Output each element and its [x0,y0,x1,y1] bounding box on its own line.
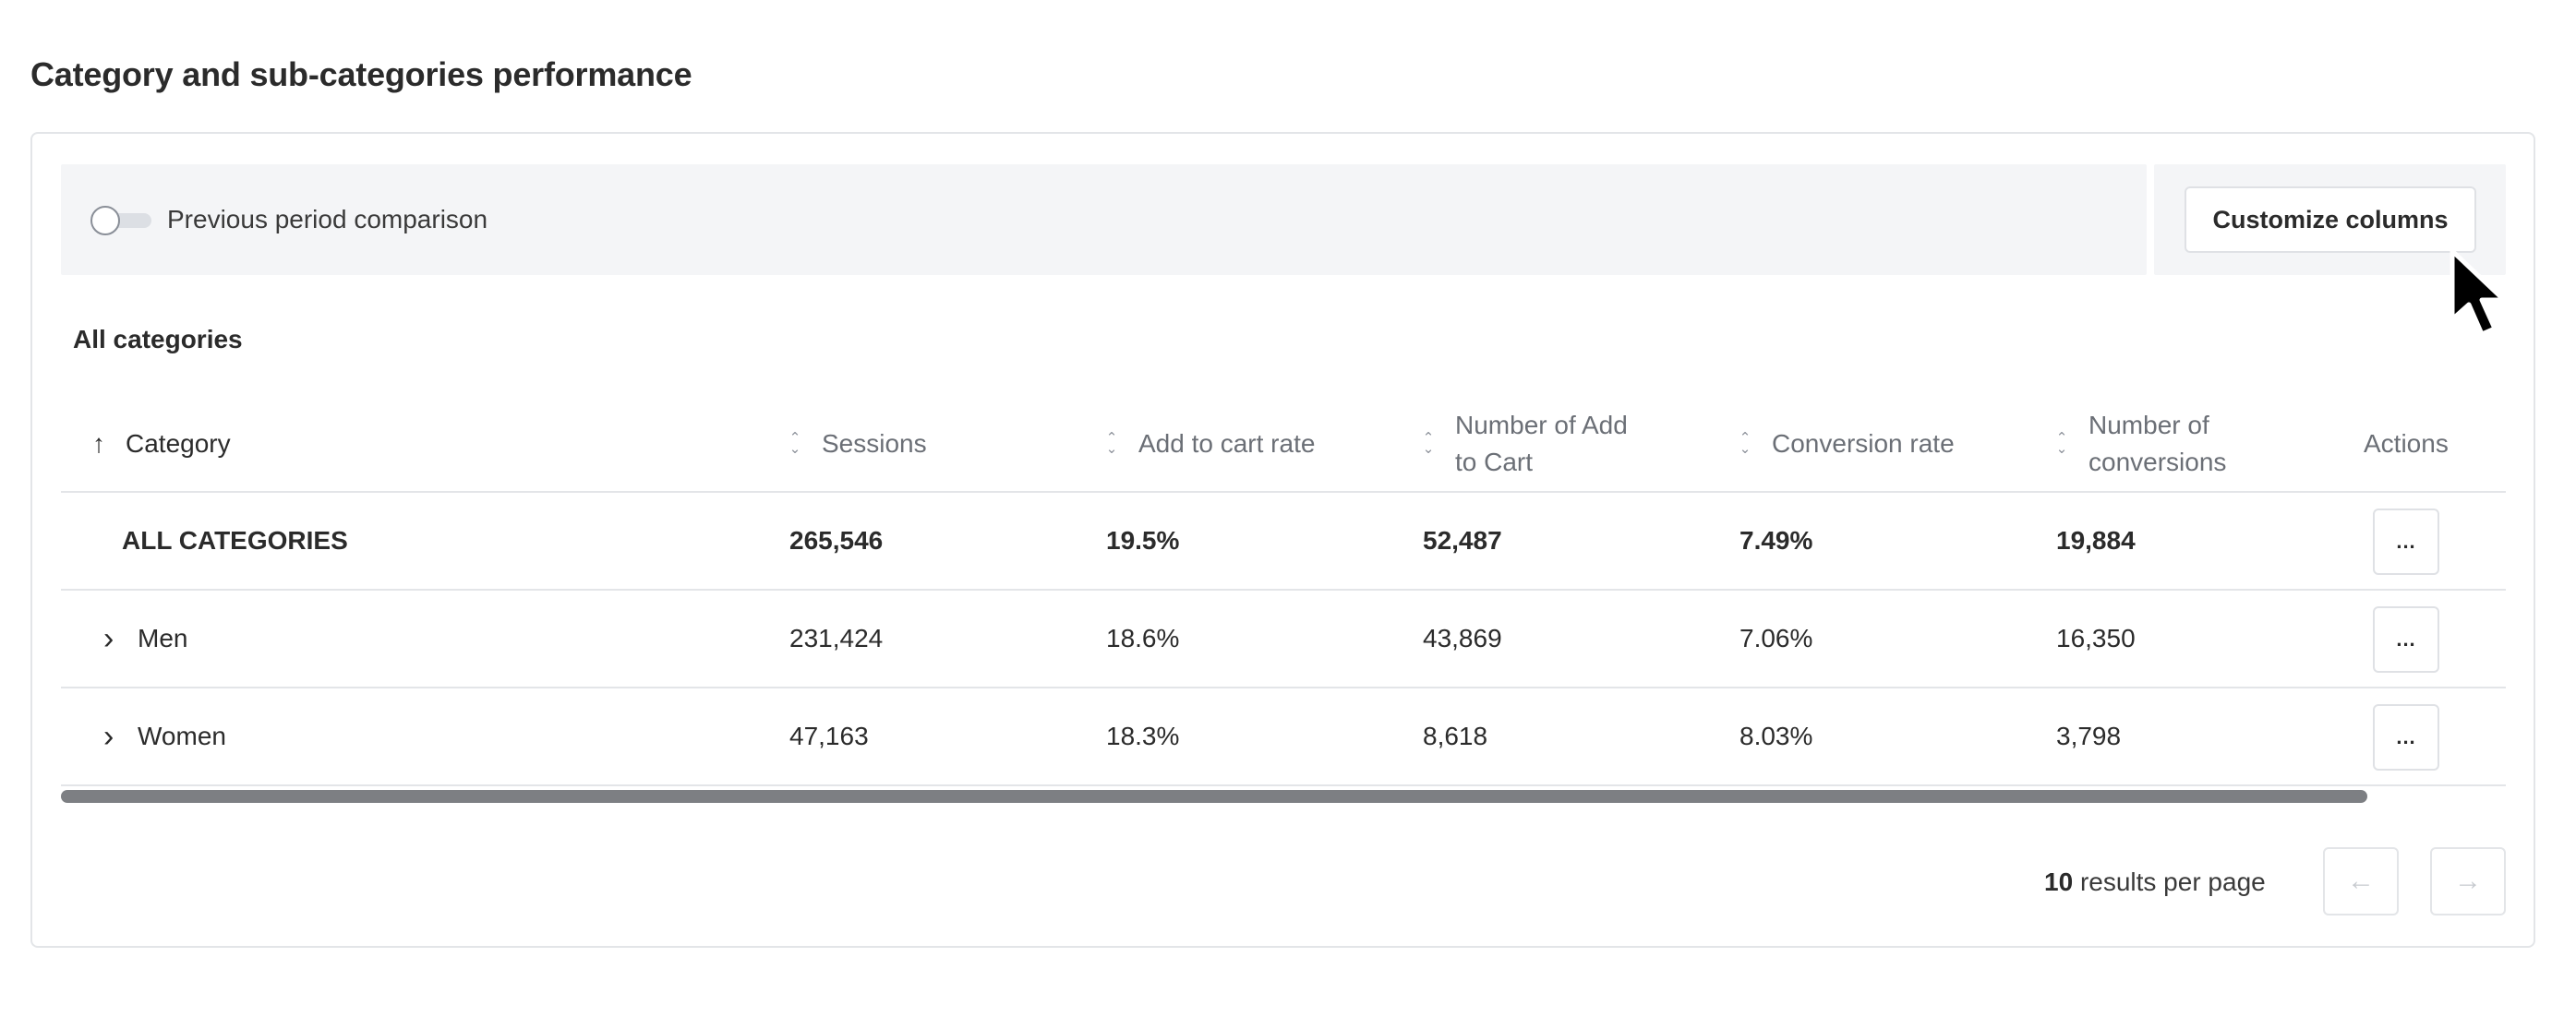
cell-category: Men [138,624,188,652]
column-header-label: Add to cart rate [1138,429,1316,458]
cell-conversions: 16,350 [2056,624,2136,652]
comparison-toggle[interactable] [90,206,151,235]
column-header-label: Category [126,429,231,458]
column-header-line: Number of Add [1455,411,1628,439]
column-header-add-to-cart-rate[interactable]: ⌃ ⌄ Add to cart rate [1103,395,1316,493]
category-table: ↑ Category ⌃ ⌄ Sessions ⌃ ⌄ Add to cart ra… [61,395,2506,807]
results-per-page-label: results per page [2079,867,2266,896]
comparison-toggle-label: Previous period comparison [167,205,488,233]
sort-icon: ⌃ ⌄ [2055,430,2068,457]
customize-columns-button[interactable]: Customize columns [2185,186,2476,253]
cell-sessions: 231,424 [789,624,884,652]
cell-category: ALL CATEGORIES [122,526,348,555]
results-per-page-value: 10 [2044,867,2074,896]
table-row: › Women 47,163 18.3% 8,618 8.03% 3,798 .… [61,688,2506,786]
cell-conversions: 3,798 [2056,722,2122,750]
toggle-knob [90,206,120,235]
cell-add-to-cart-rate: 18.6% [1106,624,1180,652]
column-header-label: Actions [2364,429,2449,458]
page-title: Category and sub-categories performance [30,55,692,93]
row-actions-button[interactable]: ... [2373,704,2439,771]
arrow-up-icon: ↑ [92,429,105,458]
column-header-add-to-cart[interactable]: ⌃ ⌄ Number of Add to Cart [1420,395,1628,493]
column-header-label: Conversion rate [1772,429,1955,458]
column-header-actions: Actions [2364,395,2449,493]
cell-add-to-cart: 8,618 [1423,722,1488,750]
sort-icon: ⌃ ⌄ [1422,430,1435,457]
row-actions-button[interactable]: ... [2373,606,2439,673]
column-header-conversions[interactable]: ⌃ ⌄ Number of conversions [2053,395,2227,493]
column-header-conversion-rate[interactable]: ⌃ ⌄ Conversion rate [1737,395,1955,493]
table-row: › Men 231,424 18.6% 43,869 7.06% 16,350 … [61,591,2506,688]
column-header-category[interactable]: ↑ Category [90,395,231,493]
cell-conversion-rate: 7.49% [1739,526,1813,555]
cell-add-to-cart: 52,487 [1423,526,1502,555]
column-header-sessions[interactable]: ⌃ ⌄ Sessions [787,395,927,493]
sort-icon: ⌃ ⌄ [1739,430,1751,457]
customize-toolbar: Customize columns [2154,164,2506,275]
row-actions-button[interactable]: ... [2373,508,2439,575]
chevron-right-icon[interactable]: › [103,620,114,656]
column-header-label: Sessions [822,429,927,458]
cell-add-to-cart-rate: 18.3% [1106,722,1180,750]
table-header: ↑ Category ⌃ ⌄ Sessions ⌃ ⌄ Add to cart ra… [61,395,2506,493]
previous-page-button[interactable]: ← [2323,847,2399,915]
sort-icon: ⌃ ⌄ [788,430,801,457]
column-header-label: Number of Add to Cart [1455,407,1628,481]
comparison-toolbar: Previous period comparison [61,164,2147,275]
cell-sessions: 47,163 [789,722,869,750]
arrow-right-icon: → [2454,866,2482,896]
cell-add-to-cart-rate: 19.5% [1106,526,1180,555]
table-row: ALL CATEGORIES 265,546 19.5% 52,487 7.49… [61,493,2506,591]
mouse-pointer-icon [2450,248,2507,337]
arrow-left-icon: ← [2347,866,2375,896]
results-per-page[interactable]: 10 results per page [2044,867,2266,897]
cell-add-to-cart: 43,869 [1423,624,1502,652]
cell-conversion-rate: 7.06% [1739,624,1813,652]
cell-conversions: 19,884 [2056,526,2136,555]
next-page-button[interactable]: → [2430,847,2506,915]
horizontal-scrollbar[interactable] [61,790,2367,803]
column-header-line: Number of [2088,411,2209,439]
cell-conversion-rate: 8.03% [1739,722,1813,750]
column-header-label: Number of conversions [2088,407,2226,481]
cell-sessions: 265,546 [789,526,884,555]
cell-category: Women [138,722,226,750]
column-header-line: conversions [2088,448,2227,476]
section-label: All categories [73,325,243,353]
chevron-right-icon[interactable]: › [103,718,114,754]
sort-icon: ⌃ ⌄ [1105,430,1118,457]
column-header-line: to Cart [1455,448,1534,476]
